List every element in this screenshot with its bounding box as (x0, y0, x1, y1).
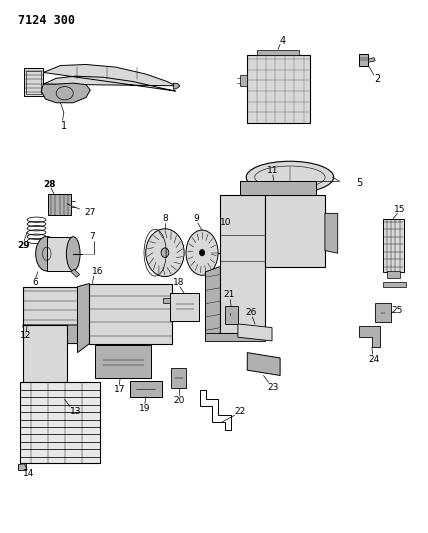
Polygon shape (240, 181, 316, 195)
Polygon shape (383, 282, 406, 287)
Text: 29: 29 (17, 241, 30, 250)
Text: 19: 19 (139, 404, 151, 413)
Polygon shape (205, 266, 220, 341)
Text: 13: 13 (70, 407, 81, 416)
Polygon shape (369, 58, 375, 62)
Text: 5: 5 (356, 177, 362, 188)
Text: 25: 25 (391, 305, 402, 314)
Text: 23: 23 (267, 383, 279, 392)
Bar (247, 55, 310, 123)
Text: 7124 300: 7124 300 (18, 14, 75, 27)
Polygon shape (359, 326, 380, 348)
Polygon shape (43, 64, 175, 91)
Text: 1: 1 (61, 120, 67, 131)
Text: 26: 26 (246, 308, 257, 317)
Text: 11: 11 (267, 166, 279, 175)
Text: 22: 22 (235, 407, 246, 416)
Bar (48, 194, 71, 215)
Bar (169, 293, 199, 321)
Polygon shape (77, 284, 89, 353)
Text: 24: 24 (369, 355, 380, 364)
Polygon shape (257, 50, 299, 55)
Ellipse shape (66, 237, 80, 271)
Ellipse shape (186, 230, 218, 275)
Ellipse shape (36, 237, 58, 271)
Ellipse shape (146, 229, 184, 277)
Polygon shape (173, 83, 180, 90)
Polygon shape (24, 68, 43, 96)
Polygon shape (205, 333, 265, 341)
Text: 18: 18 (173, 278, 185, 287)
Text: 12: 12 (20, 331, 31, 340)
Polygon shape (47, 237, 73, 271)
Polygon shape (23, 325, 67, 383)
Text: 4: 4 (279, 36, 285, 45)
Text: 17: 17 (113, 385, 125, 394)
Polygon shape (325, 213, 338, 253)
Text: 9: 9 (193, 214, 199, 223)
Polygon shape (359, 54, 369, 66)
Text: 10: 10 (220, 219, 232, 228)
Bar (383, 219, 404, 272)
Polygon shape (247, 353, 280, 375)
Text: 20: 20 (173, 396, 185, 405)
Ellipse shape (199, 249, 205, 256)
Text: 8: 8 (162, 214, 168, 223)
Polygon shape (241, 75, 247, 86)
Text: 6: 6 (32, 278, 38, 287)
Polygon shape (163, 298, 169, 303)
Polygon shape (23, 325, 107, 344)
Text: 2: 2 (374, 74, 380, 84)
Polygon shape (238, 324, 272, 341)
Ellipse shape (246, 161, 334, 193)
Polygon shape (18, 463, 26, 470)
Ellipse shape (161, 248, 169, 257)
Text: 15: 15 (394, 205, 405, 214)
Polygon shape (41, 83, 90, 103)
Text: 27: 27 (85, 208, 96, 217)
Bar (20, 382, 100, 463)
Bar (387, 271, 400, 278)
Text: 28: 28 (44, 180, 56, 189)
Polygon shape (23, 287, 107, 325)
Polygon shape (171, 368, 186, 387)
Text: 21: 21 (224, 290, 235, 299)
Text: 16: 16 (92, 268, 104, 276)
Polygon shape (265, 195, 325, 266)
Polygon shape (95, 345, 151, 378)
Text: 14: 14 (23, 470, 34, 478)
Polygon shape (220, 195, 265, 333)
Polygon shape (225, 306, 238, 324)
Text: 7: 7 (89, 232, 95, 241)
Polygon shape (375, 303, 391, 322)
Polygon shape (130, 381, 162, 397)
Polygon shape (89, 284, 172, 344)
Polygon shape (71, 269, 80, 277)
